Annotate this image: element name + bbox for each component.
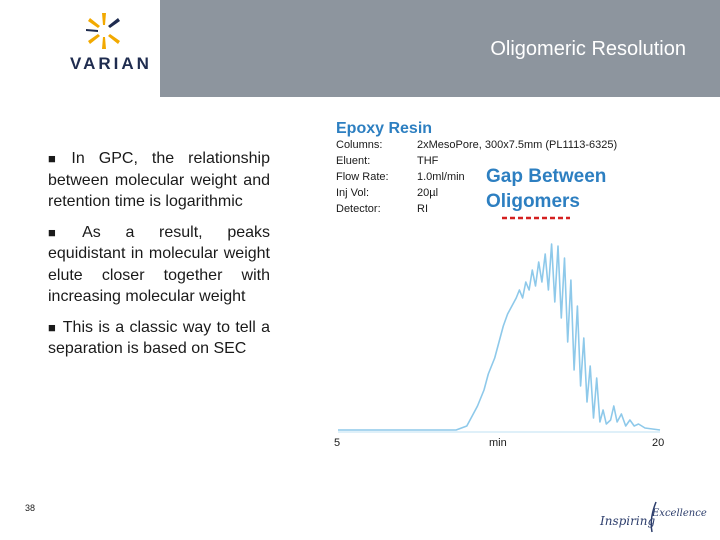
square-bullet-icon: ■ xyxy=(48,151,66,166)
varian-logo-text: VARIAN xyxy=(70,54,152,73)
bullet-list: ■ In GPC, the relationship between molecu… xyxy=(48,148,270,369)
x-tick-label-start: 5 xyxy=(334,437,340,449)
condition-label: Detector: xyxy=(336,203,381,215)
tagline-excellence: Excellence xyxy=(652,508,707,519)
condition-label: Inj Vol: xyxy=(336,187,369,199)
slide-title: Oligomeric Resolution xyxy=(490,38,686,60)
varian-logo: VARIAN xyxy=(0,0,160,97)
page-number: 38 xyxy=(25,503,36,513)
annotation-line-1: Gap Between xyxy=(486,166,606,187)
inspiring-excellence-logo: Inspiring Excellence xyxy=(596,500,714,534)
chromatogram-trace xyxy=(338,243,661,431)
condition-value: 20µl xyxy=(417,187,438,199)
plot-area xyxy=(338,243,661,431)
header-bar: Oligomeric Resolution xyxy=(160,0,720,97)
condition-label: Eluent: xyxy=(336,155,370,167)
x-axis-label: min xyxy=(489,437,507,449)
square-bullet-icon: ■ xyxy=(48,224,77,240)
excellence-swoosh-icon xyxy=(650,501,657,533)
x-tick-label-end: 20 xyxy=(652,437,664,449)
annotation-line-2: Oligomers xyxy=(486,191,580,212)
bullet-item: ■ In GPC, the relationship between molecu… xyxy=(48,148,270,213)
bullet-item: ■ This is a classic way to tell a separat… xyxy=(48,317,270,360)
chromatogram-chart: Epoxy Resin Columns: 2xMesoPore, 300x7.5… xyxy=(334,120,664,449)
bullet-text: This is a classic way to tell a separati… xyxy=(48,318,271,358)
bullet-item: ■ As a result, peaks equidistant in molec… xyxy=(48,222,270,308)
condition-value: RI xyxy=(417,203,428,215)
condition-value: 2xMesoPore, 300x7.5mm (PL1113-6325) xyxy=(417,139,617,151)
chart-title: Epoxy Resin xyxy=(336,120,432,137)
condition-label: Columns: xyxy=(336,139,382,151)
varian-starburst-icon xyxy=(86,13,120,49)
slide-header: VARIAN Oligomeric Resolution xyxy=(0,0,720,97)
bullet-text: As a result, peaks equidistant in molecu… xyxy=(48,223,271,306)
condition-value: THF xyxy=(417,155,439,167)
condition-value: 1.0ml/min xyxy=(417,171,465,183)
condition-label: Flow Rate: xyxy=(336,171,389,183)
conditions-table: Columns: 2xMesoPore, 300x7.5mm (PL1113-6… xyxy=(336,139,617,215)
tagline-inspiring: Inspiring xyxy=(600,514,656,528)
square-bullet-icon: ■ xyxy=(48,319,57,335)
bullet-text: In GPC, the relationship between molecul… xyxy=(48,150,270,210)
